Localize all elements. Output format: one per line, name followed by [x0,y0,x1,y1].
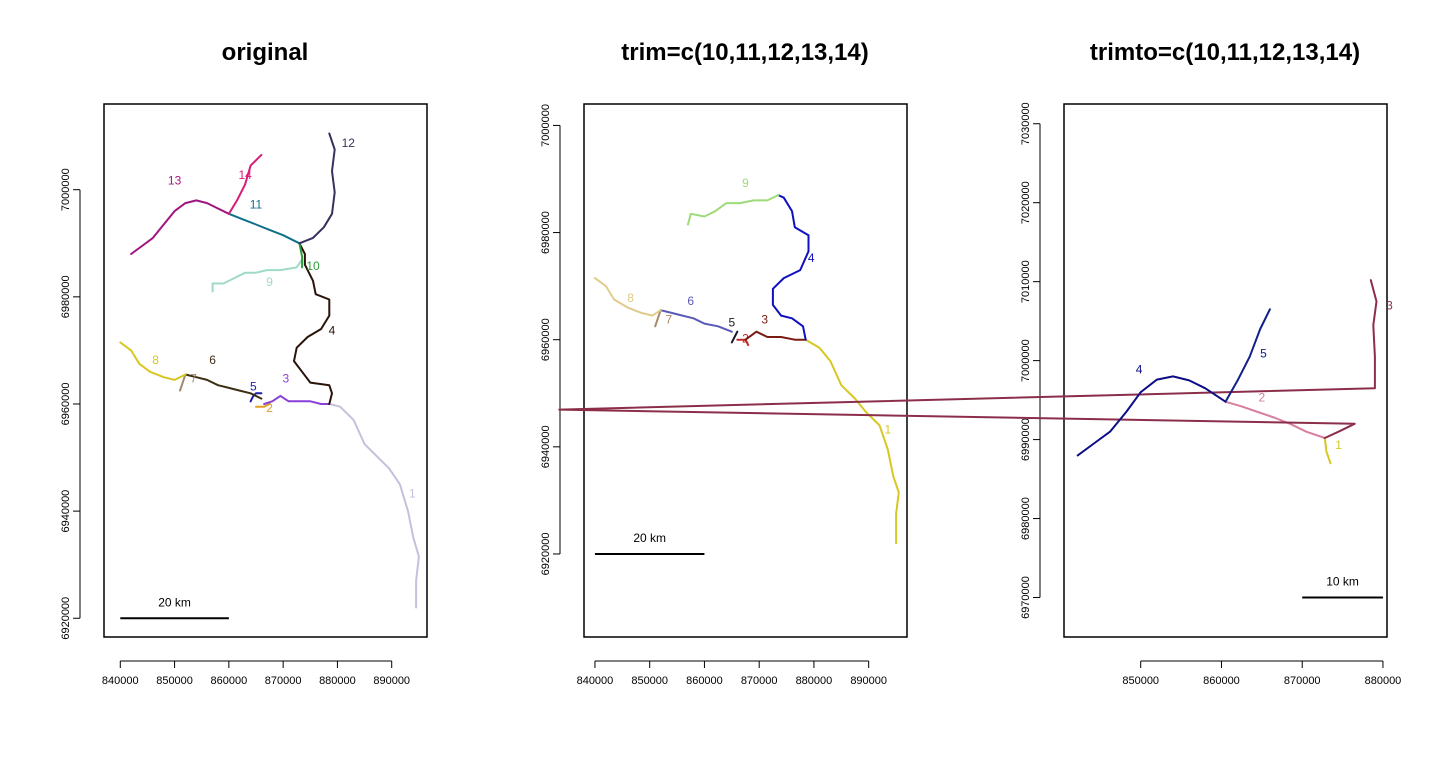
series-line-8 [119,341,187,381]
series-label-12: 12 [342,136,356,150]
series-label-7: 7 [190,372,197,386]
chart-title: trimto=c(10,11,12,13,14) [1090,39,1360,66]
y-tick-label: 6940000 [540,425,552,468]
series-label-9: 9 [742,176,749,190]
series-line-6 [659,309,733,333]
x-tick-label: 840000 [577,675,614,687]
y-tick-label: 7000000 [60,168,72,211]
series-label-2: 2 [266,401,273,415]
series-line-5 [730,330,739,344]
x-tick-label: 860000 [1203,675,1240,687]
series-line-4 [293,242,333,405]
x-tick-label: 850000 [631,675,668,687]
series-label-7: 7 [666,313,673,327]
series-line-9 [687,194,780,226]
series-label-4: 4 [1136,362,1143,376]
series-line-1 [804,338,900,545]
y-tick-label: 6920000 [540,533,552,576]
y-tick-label: 7000000 [1020,339,1032,382]
series-label-6: 6 [209,353,216,367]
series-label-1: 1 [884,422,891,436]
panel-2: trim=c(10,11,12,13,14) 840000 850000 860000… [540,39,908,687]
plot-frame [103,103,428,638]
x-tick-label: 870000 [741,675,778,687]
y-tick-label: 6960000 [60,383,72,426]
series-line-9 [211,258,304,293]
scale-bar-label: 20 km [158,595,191,609]
x-tick-label: 890000 [373,675,410,687]
y-tick-label: 7000000 [540,104,552,147]
x-tick-label: 860000 [210,675,247,687]
series-line-5 [1224,308,1271,403]
series-label-10: 10 [306,259,320,273]
series-label-13: 13 [168,173,182,187]
series-label-5: 5 [1260,346,1267,360]
series-label-14: 14 [238,168,252,182]
series-line-14 [227,153,263,215]
x-tick-label: 880000 [319,675,356,687]
series-line-6 [184,373,263,400]
y-tick-label: 7030000 [1020,102,1032,145]
x-tick-label: 860000 [686,675,723,687]
x-tick-label: 870000 [265,675,302,687]
y-tick-label: 6960000 [540,318,552,361]
plot-frame [1063,103,1388,638]
panel-3: trimto=c(10,11,12,13,14)850000 860000 8700… [558,39,1402,687]
y-tick-label: 6940000 [60,490,72,533]
series-line-1 [328,403,420,609]
y-tick-label: 6980000 [540,211,552,254]
y-tick-label: 6980000 [60,275,72,318]
x-tick-label: 880000 [796,675,833,687]
series-label-3: 3 [283,372,290,386]
series-line-10 [298,242,304,269]
y-tick-label: 7010000 [1020,260,1032,303]
series-label-1: 1 [1335,438,1342,452]
series-label-1: 1 [409,487,416,501]
chart-title: trim=c(10,11,12,13,14) [621,39,869,66]
series-label-6: 6 [687,294,694,308]
x-tick-label: 850000 [156,675,193,687]
x-tick-label: 850000 [1122,675,1159,687]
series-line-3 [558,279,1378,439]
y-tick-label: 7020000 [1020,181,1032,224]
series-line-7 [654,309,662,328]
series-label-4: 4 [329,323,336,337]
series-line-2 [255,403,271,408]
series-label-3: 3 [1386,298,1393,312]
series-label-5: 5 [250,380,257,394]
series-line-1 [1323,437,1332,465]
series-line-2 [1224,400,1326,439]
y-tick-label: 6990000 [1020,418,1032,461]
y-tick-label: 6980000 [1020,497,1032,540]
chart-title: original [222,39,309,66]
scale-bar-label: 20 km [633,531,666,545]
series-label-3: 3 [761,313,768,327]
series-line-8 [593,277,662,317]
series-line-4 [771,194,810,341]
y-tick-label: 6920000 [60,597,72,640]
series-label-4: 4 [808,251,815,265]
scale-bar-label: 10 km [1326,575,1359,589]
series-label-8: 8 [627,291,634,305]
series-line-3 [263,394,331,405]
x-tick-label: 840000 [102,675,139,687]
x-tick-label: 870000 [1284,675,1321,687]
series-label-5: 5 [728,315,735,329]
series-line-13 [130,199,230,255]
series-label-2: 2 [1258,391,1265,405]
series-line-12 [298,132,336,245]
series-label-8: 8 [152,353,159,367]
series-label-11: 11 [250,197,263,211]
y-tick-label: 6970000 [1020,576,1032,619]
series-line-11 [227,212,301,245]
x-tick-label: 890000 [850,675,887,687]
plot-frame [583,103,908,638]
x-tick-label: 880000 [1365,675,1402,687]
series-line-3 [744,330,807,341]
series-label-9: 9 [266,275,273,289]
series-line-4 [1076,375,1227,457]
series-line-7 [179,373,187,392]
